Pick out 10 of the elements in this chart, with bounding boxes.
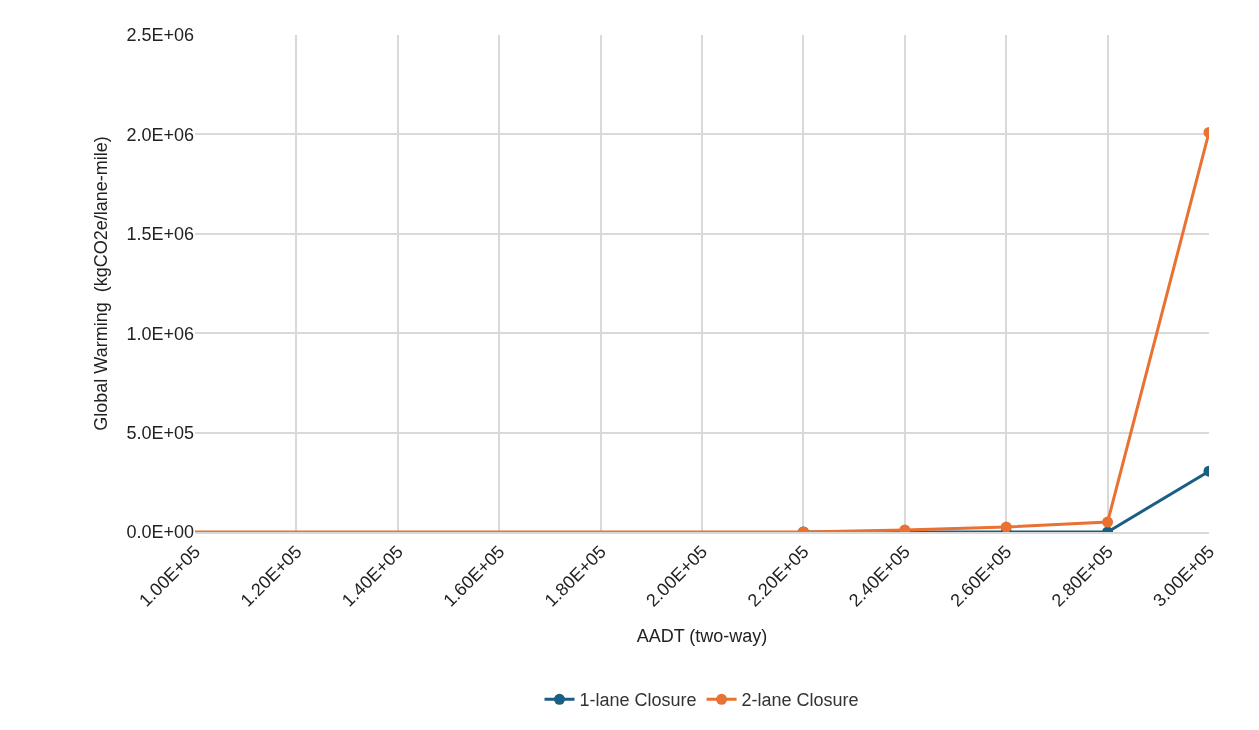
y-tick-label: 2.0E+06 — [126, 124, 194, 145]
legend-label: 1-lane Closure — [579, 690, 697, 711]
y-tick-label: 2.5E+06 — [126, 25, 194, 46]
y-tick-label: 0.0E+00 — [126, 522, 194, 543]
x-axis-title: AADT (two-way) — [636, 626, 768, 647]
y-tick-label: 1.0E+06 — [126, 323, 194, 344]
legend-label: 2-lane Closure — [741, 690, 859, 711]
y-tick-label: 1.5E+06 — [126, 224, 194, 245]
y-tick-label: 5.0E+05 — [126, 422, 194, 443]
y-axis-title: Global Warming (kgCO2e/lane-mile) — [90, 136, 111, 431]
